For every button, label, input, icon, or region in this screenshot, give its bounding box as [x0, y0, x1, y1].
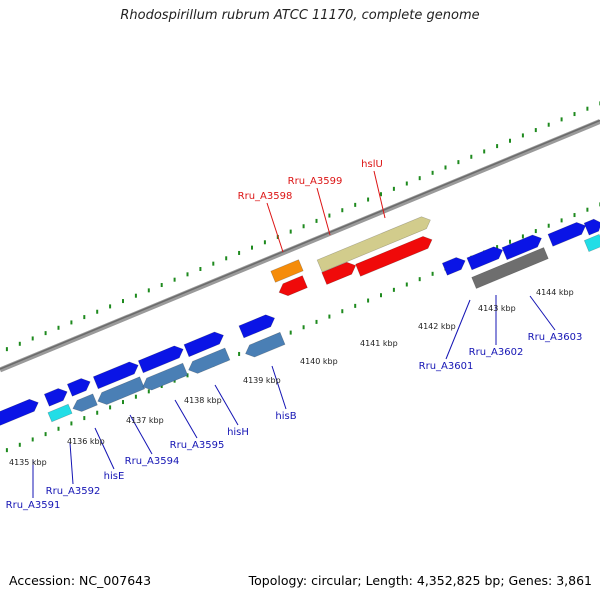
- red-gene-arrow: [355, 236, 433, 277]
- leader-line: [445, 299, 471, 360]
- forward-gene-arrow: [137, 345, 184, 374]
- hslU-gene-arrow: [316, 216, 431, 273]
- scale-label: 4144 kbp: [536, 288, 574, 297]
- leader-line: [266, 202, 284, 253]
- scale-label: 4141 kbp: [360, 339, 398, 348]
- gene-label-blue: hisE: [104, 471, 125, 482]
- forward-gene-arrow: [238, 314, 276, 339]
- forward-gene-arrow: [43, 388, 68, 407]
- leader-line: [316, 187, 331, 236]
- forward-gene-arrow: [547, 222, 587, 247]
- gene-features: [0, 216, 600, 426]
- gene-label-blue: Rru_A3603: [528, 332, 583, 343]
- gene-label-blue: Rru_A3602: [469, 347, 524, 358]
- forward-gene-arrow: [66, 378, 91, 397]
- leader-line: [271, 365, 287, 410]
- scale-label: 4142 kbp: [418, 322, 456, 331]
- scale-label: 4140 kbp: [300, 357, 338, 366]
- leader-line: [529, 295, 556, 331]
- forward-gene-arrow: [183, 331, 224, 358]
- scale-label: 4137 kbp: [126, 416, 164, 425]
- gene-label-red: Rru_A3598: [238, 191, 293, 202]
- reverse-gene-arrow: [188, 347, 231, 374]
- red-gene-arrow: [278, 275, 308, 297]
- gene-label-blue: Rru_A3592: [46, 486, 101, 497]
- forward-gene-arrow: [0, 398, 39, 426]
- orange-gene-arrow: [270, 259, 304, 283]
- scale-label: 4143 kbp: [478, 304, 516, 313]
- forward-gene-arrow: [501, 234, 542, 261]
- genome-info-label: Topology: circular; Length: 4,352,825 bp…: [248, 573, 592, 588]
- forward-gene-arrow: [441, 257, 466, 276]
- scale-label: 4135 kbp: [9, 458, 47, 467]
- scale-label: 4138 kbp: [184, 396, 222, 405]
- backbone-core: [0, 119, 600, 370]
- trna-feature: [47, 403, 73, 423]
- reverse-gene-arrow: [142, 362, 189, 391]
- leader-line: [69, 442, 74, 485]
- gene-label-red: hslU: [361, 159, 383, 170]
- genome-backbone: [0, 119, 600, 373]
- scale-labels: 4135 kbp 4136 kbp 4137 kbp 4138 kbp 4139 kbp…: [9, 288, 574, 467]
- gene-label-blue: Rru_A3591: [6, 500, 61, 511]
- reverse-gene-arrow: [72, 393, 98, 412]
- gene-label-blue: Rru_A3601: [419, 361, 474, 372]
- gray-gene: [471, 247, 549, 289]
- accession-label: Accession: NC_007643: [9, 573, 152, 588]
- inner-tick-track: [5, 202, 600, 453]
- reverse-gene-arrow: [245, 331, 286, 358]
- map-title: Rhodospirillum rubrum ATCC 11170, comple…: [120, 8, 480, 23]
- leader-line: [373, 170, 386, 219]
- scale-label: 4139 kbp: [243, 376, 281, 385]
- scale-label: 4136 kbp: [67, 437, 105, 446]
- forward-gene-arrow: [466, 246, 504, 271]
- leader-line: [214, 384, 239, 426]
- gene-label-red: Rru_A3599: [288, 176, 343, 187]
- forward-gene-arrow: [583, 218, 600, 236]
- gene-label-blue: Rru_A3595: [170, 440, 225, 451]
- gene-label-blue: Rru_A3594: [125, 456, 180, 467]
- outer-tick-track: [5, 101, 600, 352]
- red-gene-arrow: [321, 261, 357, 285]
- backbone-outer: [0, 119, 600, 373]
- forward-gene-arrow: [92, 361, 139, 390]
- leader-line: [94, 427, 115, 470]
- trna-feature: [583, 234, 600, 252]
- gene-label-blue: hisB: [275, 411, 296, 422]
- label-leader-lines: [32, 170, 556, 498]
- leader-line: [129, 414, 153, 455]
- leader-line: [174, 399, 198, 439]
- gene-label-blue: hisH: [227, 427, 249, 438]
